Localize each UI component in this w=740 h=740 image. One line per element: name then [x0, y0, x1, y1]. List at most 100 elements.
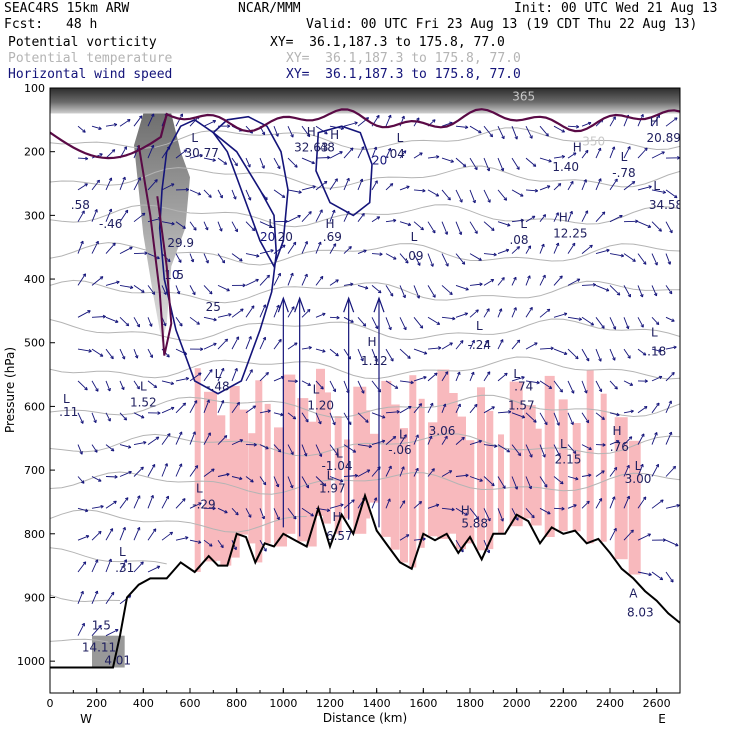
wind-vector-head: [436, 156, 440, 159]
wind-vector: [651, 189, 666, 194]
x-tick-label: 2600: [643, 697, 671, 710]
wind-vector-head: [100, 505, 104, 509]
wind-vector: [609, 412, 620, 416]
pv-value-label: H: [461, 504, 470, 518]
wind-speed-contour-label: 20: [372, 153, 387, 167]
wind-vector-head: [332, 422, 336, 426]
wind-vector: [105, 500, 117, 509]
pv-value-label: L: [520, 217, 527, 231]
pv-value-label: -.46: [99, 217, 122, 231]
wind-vector: [525, 444, 533, 458]
pink-streak: [400, 428, 408, 563]
wind-vector: [455, 539, 464, 553]
wind-vector: [623, 285, 631, 298]
wind-vector: [385, 183, 394, 191]
wind-vector-head: [500, 168, 504, 172]
wind-vector: [273, 444, 282, 453]
wind-vector-head: [655, 323, 659, 326]
wind-vector-head: [450, 342, 453, 346]
wind-vector-head: [294, 380, 298, 384]
y-tick-label: 700: [24, 464, 45, 477]
wind-vector: [469, 125, 482, 134]
wind-vector-head: [116, 629, 119, 633]
wind-vector: [651, 348, 662, 352]
wind-vector: [525, 476, 532, 490]
wind-vector-head: [86, 535, 90, 539]
wind-vector: [217, 435, 228, 445]
x-tick-label: 1800: [456, 697, 484, 710]
wind-vector: [525, 307, 533, 318]
west-label: W: [80, 712, 92, 726]
wind-vector: [91, 209, 98, 222]
wind-vector: [329, 243, 337, 254]
wind-vector: [105, 444, 115, 452]
pv-value-label: -.48: [206, 380, 229, 394]
wind-vector-head: [536, 382, 540, 385]
wind-vector: [231, 476, 243, 480]
pv-value-label: L: [653, 179, 660, 193]
wind-vector-head: [354, 122, 358, 125]
wind-vector: [245, 405, 256, 414]
wind-vector-head: [185, 149, 188, 153]
wind-vector: [77, 125, 86, 133]
wind-vector: [441, 435, 448, 445]
wind-vector: [133, 412, 145, 419]
pv-value-label: H: [650, 115, 659, 129]
pink-streak: [381, 380, 392, 537]
wind-vector-head: [88, 350, 92, 353]
wind-vector: [105, 528, 113, 541]
wind-vector: [217, 368, 225, 382]
wind-vector-head: [531, 516, 535, 519]
wind-vector: [469, 476, 483, 482]
wind-vector: [651, 151, 665, 159]
pv-value-label: 12.25: [553, 227, 587, 241]
wind-vector: [665, 117, 678, 127]
wind-vector-head: [465, 474, 469, 478]
wind-vector: [147, 113, 155, 127]
wind-vector-head: [340, 128, 344, 131]
pink-streak: [316, 368, 325, 516]
pv-value-label: 1.5: [92, 618, 111, 632]
wind-vector: [105, 316, 119, 323]
wind-vector: [637, 571, 652, 576]
updraft-vector-head: [343, 296, 355, 313]
wind-vector-head: [486, 168, 490, 172]
wind-vector-head: [465, 289, 469, 291]
wind-vector: [385, 498, 391, 509]
wind-vector: [315, 180, 328, 191]
wind-vector-head: [100, 625, 102, 629]
wind-vector: [595, 498, 602, 509]
wind-vector: [175, 149, 187, 159]
wind-vector: [133, 380, 140, 390]
wind-vector: [343, 412, 352, 425]
wind-vector-head: [416, 296, 420, 299]
wind-vector: [105, 177, 112, 191]
wind-vector: [189, 316, 200, 325]
wind-vector: [259, 372, 269, 382]
wind-vector-head: [479, 440, 483, 444]
wind-vector: [203, 539, 213, 547]
wind-vector: [511, 277, 517, 286]
wind-vector: [203, 468, 215, 477]
wind-vector-head: [449, 470, 453, 474]
pink-streak: [255, 380, 263, 563]
pink-streak: [220, 438, 232, 566]
wind-vector: [105, 208, 112, 222]
wind-vector-head: [574, 152, 577, 156]
wind-vector: [469, 283, 483, 286]
pv-value-label: L: [411, 230, 418, 244]
wind-vector: [441, 470, 453, 477]
wind-vector: [203, 189, 212, 198]
pv-value-label: H: [325, 217, 334, 231]
wind-vector: [441, 189, 451, 201]
updraft-vector-head: [294, 296, 306, 313]
wind-vector: [175, 253, 182, 263]
pv-value-label: H: [332, 510, 341, 524]
wind-vector: [623, 380, 633, 386]
wind-vector: [301, 476, 309, 489]
wind-vector: [287, 157, 298, 168]
wind-vector-head: [432, 295, 436, 298]
wind-vector: [553, 242, 559, 254]
wind-vector: [231, 157, 238, 167]
pink-streak: [229, 386, 240, 558]
